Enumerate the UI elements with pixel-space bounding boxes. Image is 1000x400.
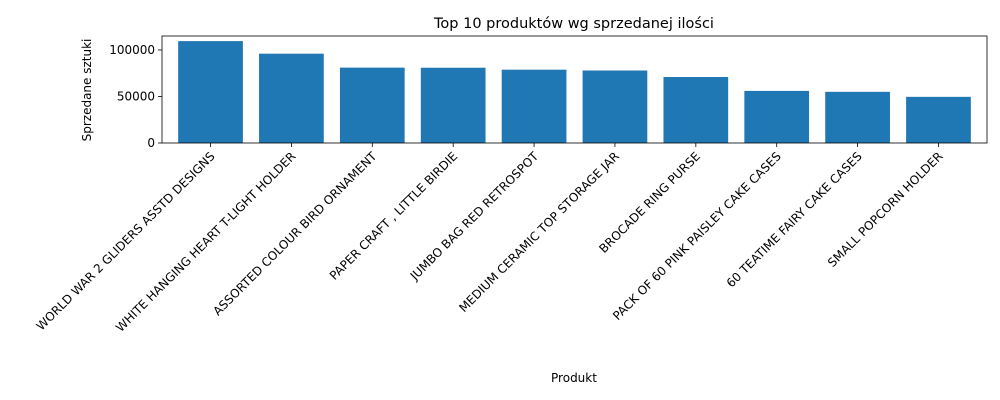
chart-title: Top 10 produktów wg sprzedanej ilości — [433, 16, 714, 32]
bar — [825, 91, 890, 143]
y-tick-label: 100000 — [109, 43, 155, 57]
axes-frame — [161, 35, 988, 144]
x-tick-label: PACK OF 60 PINK PAISLEY CAKE CASES — [610, 149, 784, 323]
x-tick-label: 60 TEATIME FAIRY CAKE CASES — [724, 149, 865, 290]
x-tick-label: PAPER CRAFT , LITTLE BIRDIE — [327, 149, 460, 282]
bar — [663, 77, 729, 143]
bar — [906, 96, 971, 143]
x-tick-label: ASSORTED COLOUR BIRD ORNAMENT — [210, 149, 380, 319]
x-tick-label: WHITE HANGING HEART T-LIGHT HOLDER — [113, 149, 298, 334]
x-axis-title: Produkt — [551, 371, 597, 385]
bar — [744, 90, 810, 143]
bar — [339, 67, 405, 143]
y-tick-label: 50000 — [117, 89, 155, 103]
y-axis-title: Sprzedane sztuki — [80, 39, 94, 142]
x-tick-label: WORLD WAR 2 GLIDERS ASSTD DESIGNS — [34, 149, 218, 333]
x-tick-label: MEDIUM CERAMIC TOP STORAGE JAR — [456, 149, 622, 315]
bar — [582, 70, 648, 143]
bar — [420, 67, 486, 143]
y-tick-label: 0 — [147, 136, 155, 150]
bar — [501, 69, 567, 143]
plot-area: 0 50000 100000 WORLD WAR 2 GLIDERS ASSTD DE… — [34, 35, 988, 335]
bar — [259, 53, 324, 143]
bar — [178, 41, 243, 144]
x-tick-label: JUMBO BAG RED RETROSPOT — [407, 149, 542, 284]
